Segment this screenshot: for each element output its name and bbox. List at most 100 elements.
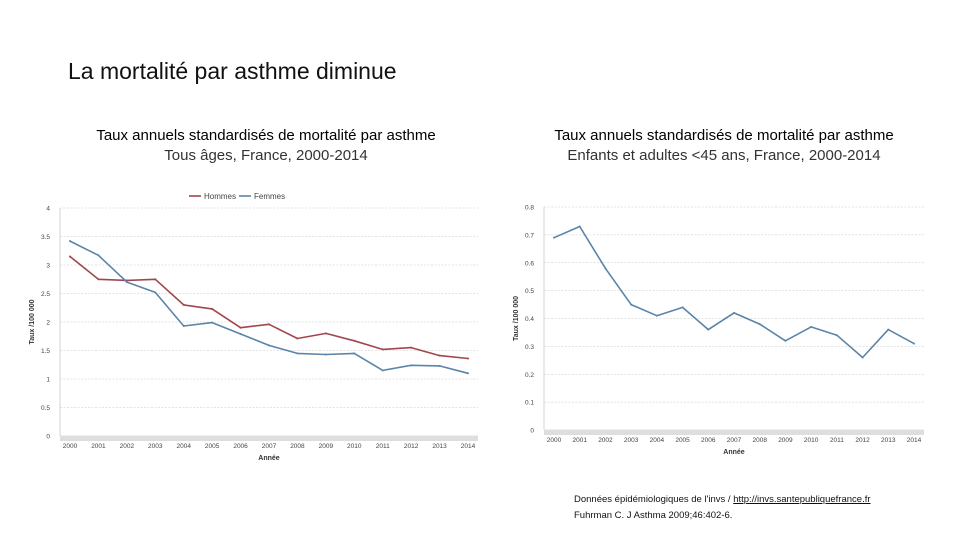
chart2-x-tick-label: 2004 bbox=[650, 437, 665, 444]
chart2-x-axis-band bbox=[544, 430, 924, 435]
chart2-y-tick-label: 0.8 bbox=[525, 205, 534, 212]
chart1-y-tick-label: 0 bbox=[46, 434, 50, 441]
chart2-x-tick-label: 2005 bbox=[675, 437, 690, 444]
chart1-data-point-0 bbox=[69, 255, 71, 258]
chart2-title-block: Taux annuels standardisés de mortalité p… bbox=[514, 126, 934, 166]
chart2-data-point-0 bbox=[784, 339, 787, 342]
chart2-data-point-0 bbox=[604, 267, 607, 270]
chart2-data-point-0 bbox=[707, 328, 710, 331]
chart1-data-point-1 bbox=[324, 353, 327, 356]
chart1-data-point-1 bbox=[381, 369, 384, 372]
chart2-x-tick-label: 2002 bbox=[598, 437, 613, 444]
chart2-data-point-0 bbox=[861, 356, 864, 359]
chart2-data-point-0 bbox=[835, 334, 838, 337]
chart1-data-point-1 bbox=[239, 332, 242, 335]
chart1-data-point-0 bbox=[296, 337, 299, 340]
chart2-y-tick-label: 0.4 bbox=[525, 316, 534, 323]
chart1-y-tick-label: 1.5 bbox=[41, 348, 50, 355]
chart1-data-point-1 bbox=[182, 324, 185, 327]
chart2-x-tick-label: 2006 bbox=[701, 437, 716, 444]
chart1-x-axis-band bbox=[60, 436, 478, 441]
chart1-subtitle: Tous âges, France, 2000-2014 bbox=[164, 147, 368, 164]
chart1-data-point-1 bbox=[467, 372, 469, 375]
chart1-data-point-1 bbox=[97, 254, 100, 257]
chart2-subtitle: Enfants et adultes <45 ans, France, 2000… bbox=[567, 147, 881, 164]
chart1-y-tick-label: 3.5 bbox=[41, 234, 50, 241]
chart1-y-axis-label: Taux /100 000 bbox=[29, 299, 36, 344]
chart1-title: Taux annuels standardisés de mortalité p… bbox=[96, 127, 436, 144]
chart1-y-tick-label: 2 bbox=[46, 320, 50, 327]
chart1-x-tick-label: 2000 bbox=[63, 443, 78, 450]
chart1-x-tick-label: 2001 bbox=[91, 443, 106, 450]
chart2-data-point-0 bbox=[681, 306, 684, 309]
chart2-data-point-0 bbox=[553, 236, 555, 239]
source-citation: Données épidémiologiques de l'invs / htt… bbox=[574, 492, 871, 524]
chart1-x-tick-label: 2010 bbox=[347, 443, 362, 450]
chart1-data-point-0 bbox=[97, 278, 100, 281]
chart2-data-point-0 bbox=[578, 225, 581, 228]
slide-title: La mortalité par asthme diminue bbox=[68, 58, 397, 84]
chart1-data-point-0 bbox=[154, 278, 157, 281]
chart1-data-point-1 bbox=[69, 240, 71, 243]
chart1-title-block: Taux annuels standardisés de mortalité p… bbox=[56, 126, 476, 166]
chart2-data-point-0 bbox=[758, 323, 761, 326]
chart2-title: Taux annuels standardisés de mortalité p… bbox=[554, 127, 894, 144]
chart1-x-tick-label: 2012 bbox=[404, 443, 419, 450]
chart1-x-tick-label: 2011 bbox=[376, 443, 390, 450]
chart1-data-point-1 bbox=[154, 291, 157, 294]
source-link[interactable]: http://invs.santepubliquefrance.fr bbox=[733, 494, 871, 505]
chart2-x-tick-label: 2007 bbox=[727, 437, 742, 444]
chart1-data-point-1 bbox=[353, 352, 356, 355]
chart1-x-tick-label: 2006 bbox=[233, 443, 248, 450]
chart1-data-point-0 bbox=[438, 354, 441, 357]
chart1-data-point-0 bbox=[211, 307, 214, 310]
chart2-x-tick-label: 2000 bbox=[547, 437, 562, 444]
chart1-y-tick-label: 3 bbox=[46, 263, 50, 270]
chart2-series-line-0 bbox=[553, 225, 915, 359]
chart2-x-tick-label: 2008 bbox=[752, 437, 767, 444]
chart2-data-point-0 bbox=[887, 328, 890, 331]
chart2-data-point-0 bbox=[630, 303, 633, 306]
chart1-data-point-0 bbox=[381, 348, 384, 351]
chart1-x-tick-label: 2005 bbox=[205, 443, 220, 450]
chart2-x-tick-label: 2014 bbox=[907, 437, 922, 444]
chart2-y-tick-label: 0.3 bbox=[525, 344, 534, 351]
chart2-y-tick-label: 0.1 bbox=[525, 400, 534, 407]
chart1-x-axis-label: Année bbox=[258, 455, 280, 462]
chart2-x-tick-label: 2011 bbox=[830, 437, 844, 444]
chart1-data-point-1 bbox=[296, 352, 299, 355]
chart2-x-tick-label: 2003 bbox=[624, 437, 639, 444]
chart2-data-point-0 bbox=[913, 342, 915, 345]
chart2-data-point-0 bbox=[810, 325, 813, 328]
chart1-y-tick-label: 1 bbox=[46, 377, 50, 384]
chart2-y-tick-label: 0 bbox=[530, 428, 534, 435]
chart2-data-point-0 bbox=[733, 311, 735, 314]
chart1-data-point-1 bbox=[438, 364, 441, 367]
chart1-data-point-1 bbox=[211, 321, 214, 324]
chart1-x-tick-label: 2002 bbox=[120, 443, 135, 450]
chart1-x-tick-label: 2008 bbox=[290, 443, 305, 450]
chart1-x-tick-label: 2013 bbox=[432, 443, 447, 450]
chart1-data-point-1 bbox=[125, 281, 128, 284]
chart2-data-point-0 bbox=[655, 314, 658, 317]
chart1-data-point-0 bbox=[353, 339, 356, 342]
chart1-data-point-1 bbox=[268, 344, 270, 347]
chart1-x-tick-label: 2007 bbox=[262, 443, 277, 450]
chart2-x-tick-label: 2001 bbox=[572, 437, 587, 444]
chart2-y-tick-label: 0.2 bbox=[525, 372, 534, 379]
source-line-1: Données épidémiologiques de l'invs / htt… bbox=[574, 492, 871, 508]
chart2-y-axis-label: Taux /100 000 bbox=[513, 296, 520, 341]
chart1-legend-label: Femmes bbox=[254, 192, 285, 201]
chart2-y-tick-label: 0.6 bbox=[525, 260, 534, 267]
chart1-x-tick-label: 2014 bbox=[461, 443, 476, 450]
chart1-x-tick-label: 2004 bbox=[176, 443, 191, 450]
chart1-legend-label: Hommes bbox=[204, 192, 236, 201]
chart1-data-point-0 bbox=[410, 346, 413, 349]
chart1-data-point-0 bbox=[182, 303, 185, 306]
chart1-x-tick-label: 2009 bbox=[319, 443, 334, 450]
chart1-data-point-0 bbox=[324, 332, 327, 335]
chart1-data-point-0 bbox=[467, 357, 469, 360]
chart1-data-point-0 bbox=[268, 323, 270, 326]
